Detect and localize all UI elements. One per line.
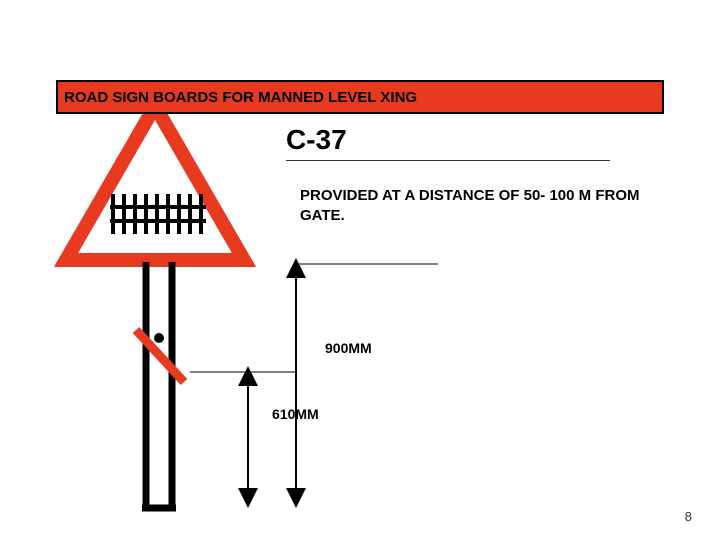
dimension-900: 900MM xyxy=(325,340,372,356)
page-number: 8 xyxy=(685,509,692,524)
dimension-610: 610MM xyxy=(272,406,319,422)
title-bar: ROAD SIGN BOARDS FOR MANNED LEVEL XING xyxy=(56,80,664,114)
description-text: PROVIDED AT A DISTANCE OF 50- 100 M FROM… xyxy=(300,186,660,225)
code-underline xyxy=(286,160,610,161)
title-text: ROAD SIGN BOARDS FOR MANNED LEVEL XING xyxy=(64,89,417,106)
code-label: C-37 xyxy=(286,124,347,156)
